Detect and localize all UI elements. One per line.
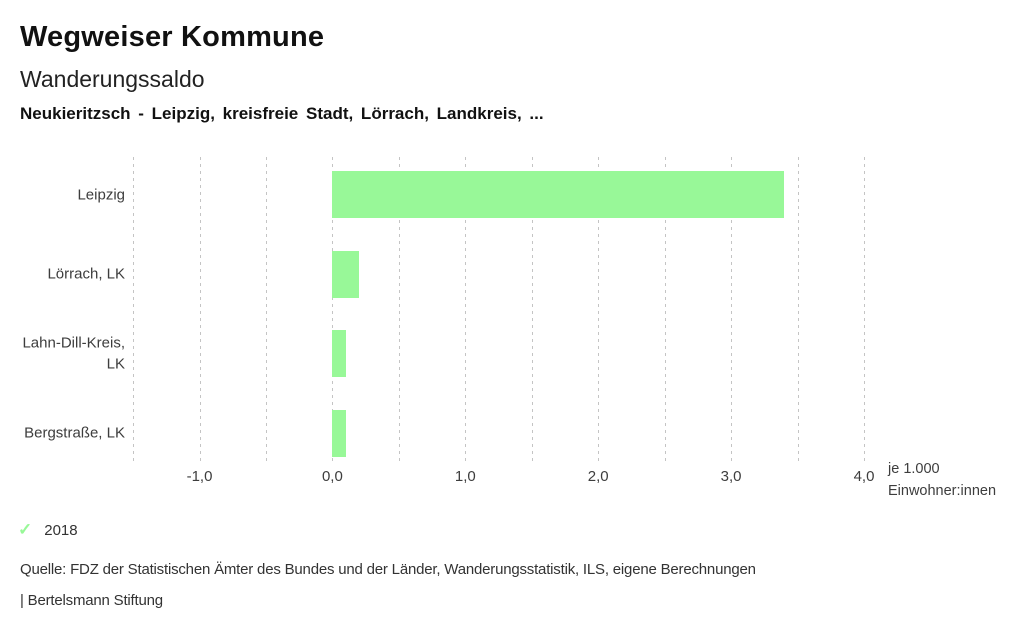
source-text: Quelle: FDZ der Statistischen Ämter des …: [20, 561, 756, 578]
chart-title: Wanderungssaldo: [20, 66, 205, 92]
bar-bergstraße-lk[interactable]: [332, 409, 346, 457]
gridline: [265, 157, 267, 462]
x-tick-label: 4,0: [853, 468, 875, 485]
x-tick-label: 2,0: [587, 468, 609, 485]
gridline: [465, 157, 467, 462]
plot-area: [133, 157, 865, 462]
category-label: Lahn-Dill-Kreis, LK: [22, 334, 125, 373]
gridline: [398, 157, 400, 462]
gridline: [664, 157, 666, 462]
category-label: Lörrach, LK: [47, 265, 125, 283]
gridline: [199, 157, 201, 462]
x-axis-unit-line2: Einwohner:innen: [888, 483, 997, 499]
bar-leipzig[interactable]: [332, 171, 785, 218]
bar-lörrach-lk[interactable]: [332, 250, 359, 298]
attribution-text: | Bertelsmann Stiftung: [20, 592, 163, 609]
gridline: [731, 157, 733, 462]
x-axis-unit-line1: je 1.000: [888, 461, 940, 477]
x-tick-label: 0,0: [321, 468, 343, 485]
gridline: [531, 157, 533, 462]
category-label: Bergstraße, LK: [24, 424, 125, 442]
legend-year-label[interactable]: 2018: [44, 521, 78, 539]
gridline: [797, 157, 799, 462]
legend: ✓ 2018: [18, 521, 78, 539]
x-tick-label: 1,0: [454, 468, 476, 485]
x-tick-label: -1,0: [186, 468, 213, 485]
check-icon[interactable]: ✓: [18, 520, 33, 539]
gridline: [332, 157, 334, 462]
x-axis-unit-label: je 1.000 Einwohner:innen: [888, 458, 996, 502]
chart-subtitle-comparison: Neukieritzsch - Leipzig, kreisfreie Stad…: [20, 104, 544, 123]
bar-lahn-dill-kreis-lk[interactable]: [332, 330, 346, 377]
gridline: [598, 157, 600, 462]
category-label: Leipzig: [77, 185, 125, 203]
x-tick-label: 3,0: [720, 468, 742, 485]
gridline: [864, 157, 865, 462]
gridline: [133, 157, 134, 462]
page-title: Wegweiser Kommune: [20, 21, 325, 53]
